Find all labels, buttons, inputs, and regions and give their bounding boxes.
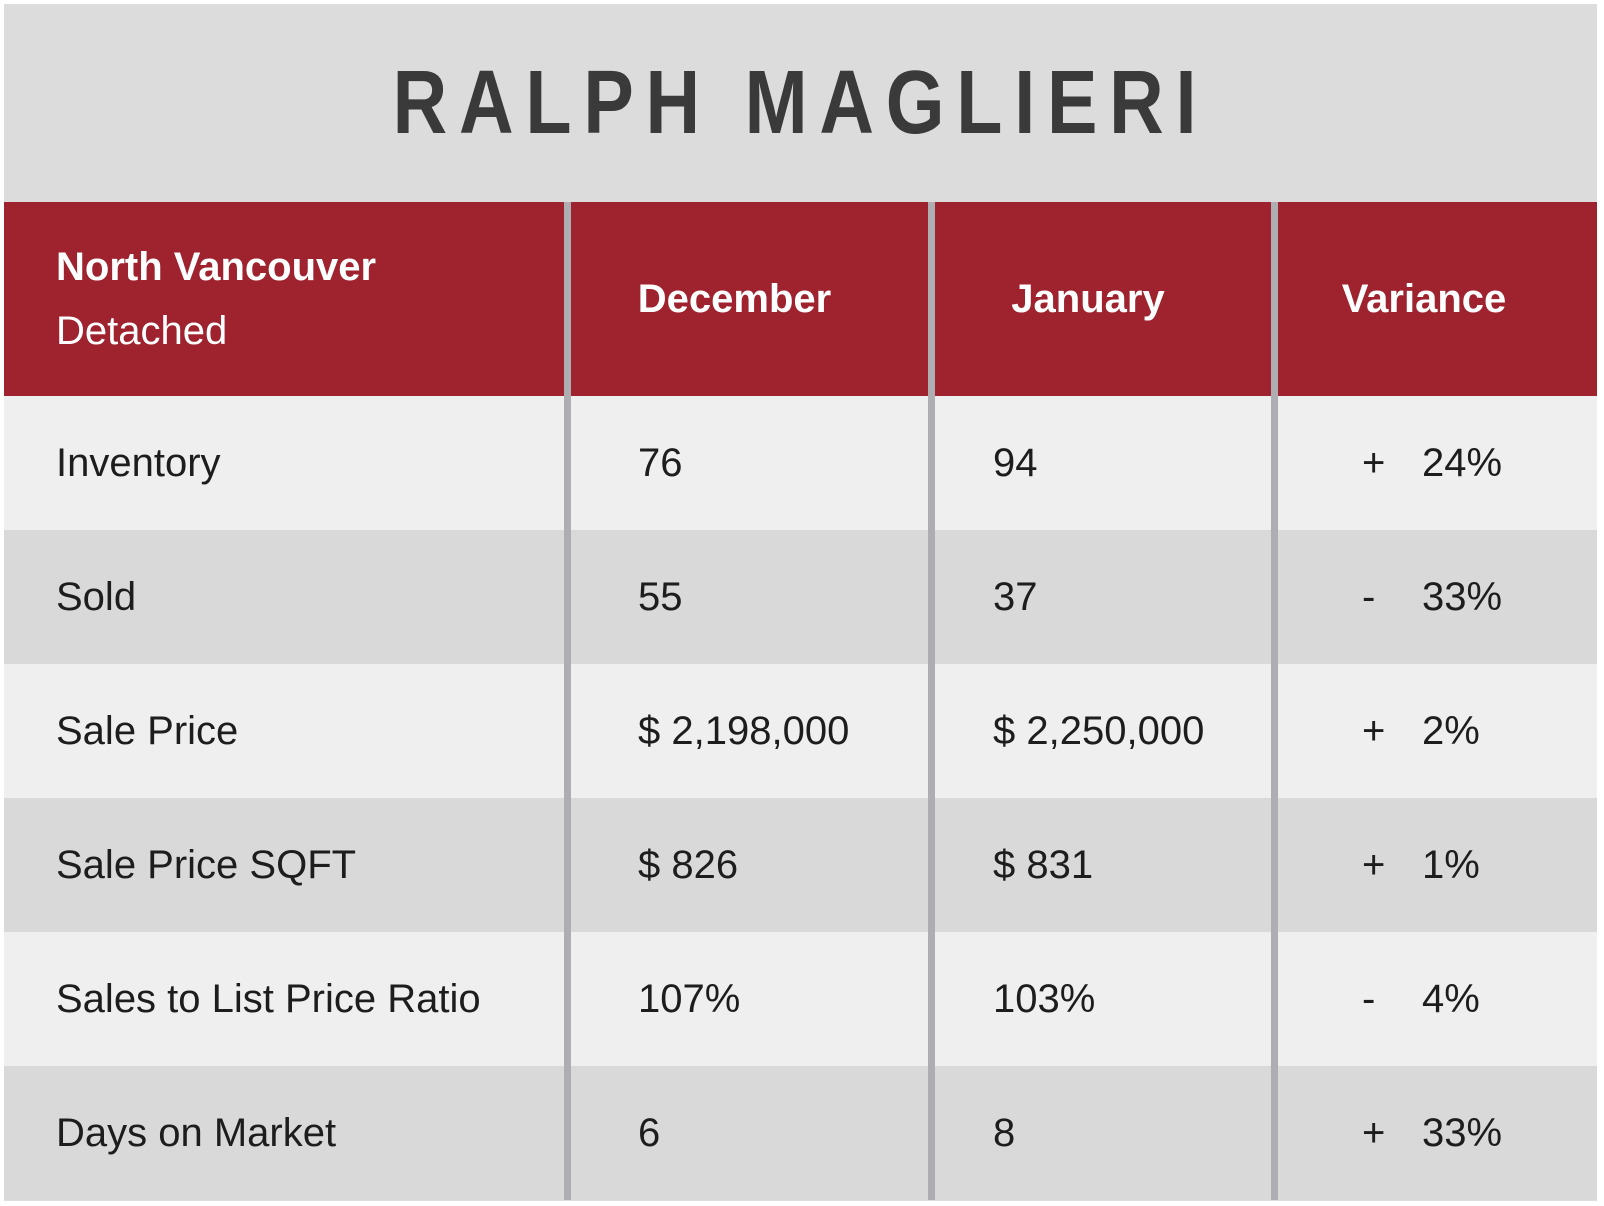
segment-name: Detached (56, 309, 228, 353)
table-header-region: North Vancouver Detached (4, 202, 564, 396)
january-value: 103% (928, 932, 1271, 1066)
row-label: Sold (56, 574, 137, 619)
market-stats-table: North Vancouver Detached December Januar… (4, 202, 1597, 1200)
table-row-sale-price: Sale Price $ 2,198,000 $ 2,250,000 + 2% (4, 664, 1597, 798)
column-header-december: December (564, 202, 928, 396)
variance-number: 24% (1422, 440, 1503, 485)
variance-sign: + (1362, 440, 1386, 485)
row-label: Sale Price SQFT (56, 842, 357, 887)
row-label: Sale Price (56, 708, 239, 753)
report-canvas: RALPH MAGLIERI North Vancouver Detached … (4, 4, 1597, 1201)
variance-sign: + (1362, 842, 1386, 887)
variance-sign: + (1362, 1110, 1386, 1155)
variance-sign: - (1362, 976, 1376, 1021)
page-title: RALPH MAGLIERI (392, 52, 1209, 153)
january-value: 8 (928, 1066, 1271, 1200)
variance-number: 33% (1422, 574, 1503, 619)
variance-number: 1% (1422, 842, 1480, 887)
variance-cell: + 2% (1271, 664, 1597, 798)
table-row-inventory: Inventory 76 94 + 24% (4, 396, 1597, 530)
table-row-sales-to-list-ratio: Sales to List Price Ratio 107% 103% - 4% (4, 932, 1597, 1066)
december-value: 107% (564, 932, 928, 1066)
january-value: 94 (928, 396, 1271, 530)
variance-sign: - (1362, 574, 1376, 619)
table-row-sold: Sold 55 37 - 33% (4, 530, 1597, 664)
variance-cell: - 33% (1271, 530, 1597, 664)
row-label: Days on Market (56, 1110, 337, 1155)
december-value: $ 826 (564, 798, 928, 932)
january-value: $ 831 (928, 798, 1271, 932)
variance-sign: + (1362, 708, 1386, 753)
column-header-january: January (928, 202, 1271, 396)
region-name: North Vancouver (56, 245, 377, 289)
table-row-days-on-market: Days on Market 6 8 + 33% (4, 1066, 1597, 1200)
row-label: Sales to List Price Ratio (56, 976, 481, 1021)
december-value: $ 2,198,000 (564, 664, 928, 798)
january-value: $ 2,250,000 (928, 664, 1271, 798)
row-label: Inventory (56, 440, 221, 485)
variance-number: 33% (1422, 1110, 1503, 1155)
january-value: 37 (928, 530, 1271, 664)
variance-cell: + 33% (1271, 1066, 1597, 1200)
title-area: RALPH MAGLIERI (4, 4, 1597, 202)
variance-cell: - 4% (1271, 932, 1597, 1066)
december-value: 55 (564, 530, 928, 664)
table-row-sale-price-sqft: Sale Price SQFT $ 826 $ 831 + 1% (4, 798, 1597, 932)
december-value: 6 (564, 1066, 928, 1200)
december-value: 76 (564, 396, 928, 530)
variance-number: 2% (1422, 708, 1480, 753)
variance-number: 4% (1422, 976, 1480, 1021)
column-header-variance: Variance (1271, 202, 1597, 396)
table-header-row: North Vancouver Detached December Januar… (4, 202, 1597, 396)
variance-cell: + 24% (1271, 396, 1597, 530)
variance-cell: + 1% (1271, 798, 1597, 932)
